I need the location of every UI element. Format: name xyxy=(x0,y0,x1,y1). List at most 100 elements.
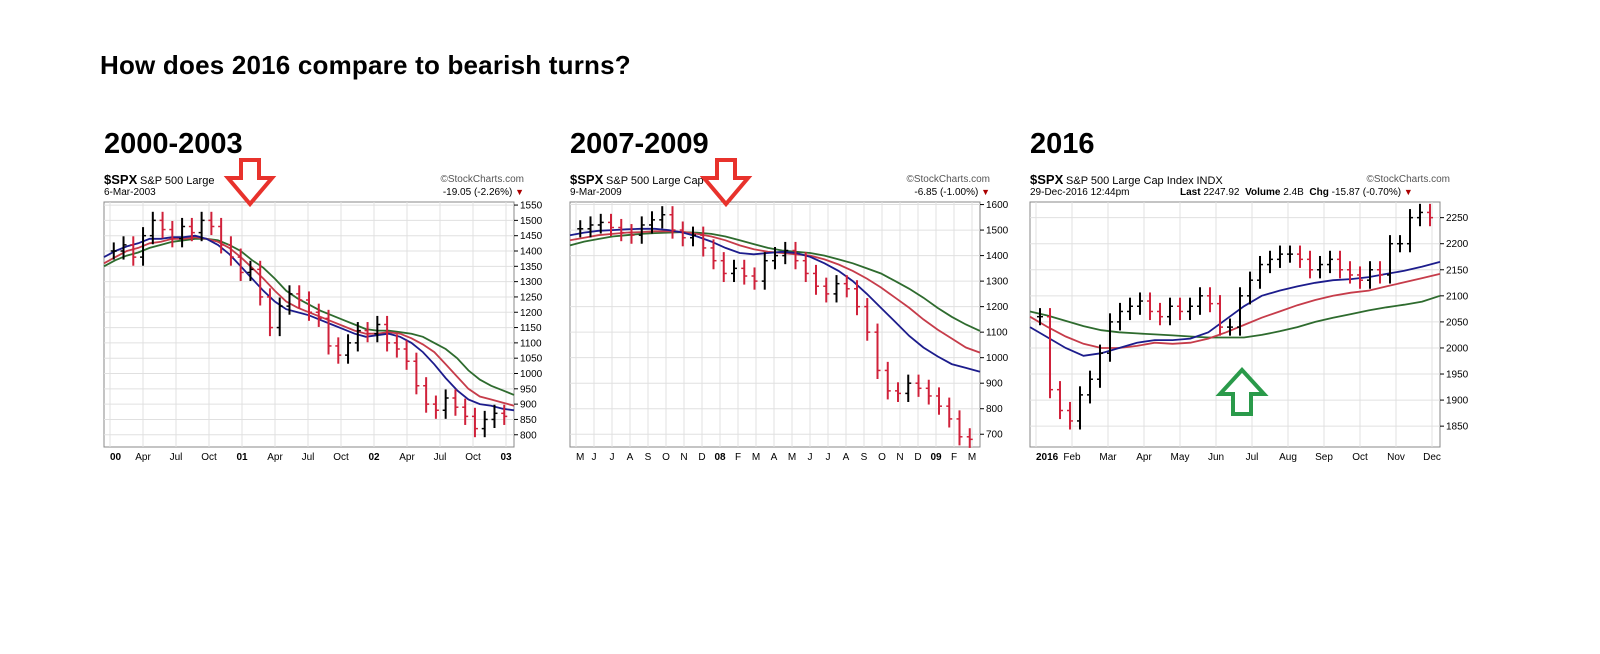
ohlc-bar xyxy=(1087,370,1093,404)
symbol: $SPX xyxy=(570,172,604,187)
ohlc-bar xyxy=(393,334,400,358)
y-tick-label: 1400 xyxy=(986,251,1009,262)
ohlc-bar xyxy=(720,252,727,283)
brand-label: ©StockCharts.com xyxy=(1366,174,1450,185)
x-tick-label: Jun xyxy=(1208,452,1224,463)
ohlc-bar xyxy=(1217,295,1223,336)
ohlc-bar xyxy=(1297,245,1303,268)
symbol: $SPX xyxy=(1030,172,1064,187)
ohlc-bar xyxy=(649,211,655,234)
ohlc-bar xyxy=(1227,318,1233,336)
index-name: S&P 500 Large xyxy=(140,175,215,187)
ohlc-bar xyxy=(384,315,391,352)
y-tick-label: 800 xyxy=(986,404,1003,415)
ohlc-bar xyxy=(1337,250,1343,279)
chart-panel-2000-2003: 2000-2003 $SPX S&P 500 Large 6-Mar-2003 … xyxy=(103,128,543,468)
ohlc-bar xyxy=(1427,203,1433,227)
ohlc-bar xyxy=(905,374,912,402)
ohlc-bar xyxy=(1247,271,1253,305)
ohlc-bar xyxy=(1137,292,1143,315)
panel-title: 2007-2009 xyxy=(570,128,709,160)
ohlc-bar xyxy=(1387,235,1393,284)
ohlc-bar xyxy=(501,404,508,425)
ohlc-bar xyxy=(1107,313,1113,362)
ohlc-bar xyxy=(1347,261,1353,284)
chart-header: $SPX S&P 500 Large Cap 9-Mar-2009 ©Stock… xyxy=(570,172,990,204)
x-tick-label: Oct xyxy=(333,452,349,463)
ohlc-bar xyxy=(884,361,891,400)
y-tick-label: 850 xyxy=(520,415,537,426)
ohlc-bar xyxy=(659,206,666,229)
ohlc-bar xyxy=(925,379,932,405)
x-tick-label: Jul xyxy=(1246,452,1259,463)
y-tick-label: 2250 xyxy=(1446,213,1469,224)
ohlc-bar xyxy=(286,285,293,315)
ohlc-bar xyxy=(1417,203,1423,227)
ohlc-bar xyxy=(1097,344,1103,388)
ohlc-bar xyxy=(690,226,696,247)
x-tick-label: Jul xyxy=(434,452,447,463)
ohlc-bar xyxy=(1317,255,1323,279)
ohlc-bar xyxy=(874,323,881,380)
ohlc-bar xyxy=(1057,381,1063,420)
x-tick-label: N xyxy=(896,452,903,463)
x-tick-label: O xyxy=(878,452,886,463)
y-tick-label: 1150 xyxy=(520,323,542,334)
arrow-down-icon xyxy=(223,158,277,208)
ohlc-bar xyxy=(1207,287,1213,313)
y-tick-label: 1000 xyxy=(986,353,1009,364)
x-tick-label: J xyxy=(592,452,597,463)
ohlc-bar xyxy=(257,260,264,306)
ohlc-bar xyxy=(669,206,676,239)
x-tick-label: D xyxy=(698,452,705,463)
x-tick-label: J xyxy=(610,452,615,463)
ohlc-bar xyxy=(130,236,137,266)
ohlc-bar xyxy=(1397,235,1403,253)
x-tick-label: Apr xyxy=(135,452,151,463)
ohlc-bar xyxy=(335,337,342,364)
ohlc-bar xyxy=(813,264,819,295)
ohlc-bar xyxy=(843,275,850,298)
change-label: -19.05 (-2.26%) ▼ xyxy=(442,187,524,198)
x-tick-label: Oct xyxy=(465,452,481,463)
chart-date: 6-Mar-2003 xyxy=(104,187,156,198)
y-tick-label: 1050 xyxy=(520,354,543,365)
brand-label: ©StockCharts.com xyxy=(440,174,524,185)
chart-panel-2016: 2016 $SPX S&P 500 Large Cap Index INDX 2… xyxy=(1029,128,1469,468)
y-tick-label: 2150 xyxy=(1446,265,1469,276)
ohlc-bar xyxy=(442,389,449,419)
x-tick-label: M xyxy=(576,452,584,463)
dropdown-triangle-icon: ▼ xyxy=(981,187,990,197)
y-tick-label: 1950 xyxy=(1446,370,1469,381)
x-tick-label: Jul xyxy=(302,452,315,463)
ohlc-bar xyxy=(403,340,410,370)
ohlc-bar xyxy=(413,352,420,395)
symbol: $SPX xyxy=(104,172,138,187)
ohlc-bar xyxy=(946,397,953,428)
x-tick-label: S xyxy=(861,452,868,463)
ohlc-bar xyxy=(110,242,117,260)
index-name: S&P 500 Large Cap xyxy=(606,175,704,187)
y-tick-label: 1350 xyxy=(520,262,543,273)
x-tick-label: Dec xyxy=(1423,452,1441,463)
ohlc-bar xyxy=(966,428,973,448)
x-tick-label: Oct xyxy=(1352,452,1368,463)
chart-date: 29-Dec-2016 12:44pm xyxy=(1030,187,1130,198)
ohlc-bar xyxy=(956,410,963,446)
x-tick-label: Apr xyxy=(1136,452,1152,463)
y-tick-label: 1900 xyxy=(1446,396,1469,407)
ohlc-bar xyxy=(1367,261,1373,289)
ohlc-bar xyxy=(169,220,176,248)
x-tick-label: 00 xyxy=(110,452,122,463)
dropdown-triangle-icon: ▼ xyxy=(515,187,524,197)
ohlc-bar xyxy=(237,248,244,282)
ohlc-bar xyxy=(1047,308,1053,399)
ohlc-bar xyxy=(587,216,594,238)
x-tick-label: Feb xyxy=(1063,452,1081,463)
x-tick-label: Nov xyxy=(1387,452,1405,463)
ohlc-bar xyxy=(915,374,922,397)
ohlc-bar xyxy=(1307,250,1313,279)
ohlc-bar xyxy=(188,217,195,242)
x-tick-label: Aug xyxy=(1279,452,1297,463)
x-tick-label: 03 xyxy=(500,452,512,463)
